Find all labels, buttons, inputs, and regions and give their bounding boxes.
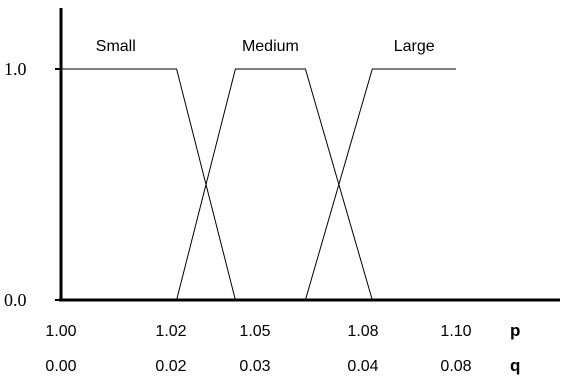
y-tick-label: 0.0: [4, 290, 27, 310]
x-tick-label-q: 0.04: [347, 358, 378, 375]
x-tick-label-p: 1.05: [239, 323, 270, 340]
x-tick-label-q: 0.03: [239, 358, 270, 375]
series-line-medium: [176, 68, 373, 301]
series-line-small: [61, 68, 236, 301]
x-axis-name-q: q: [510, 356, 520, 375]
series-label-medium: Medium: [242, 38, 299, 55]
x-tick-label-q: 0.00: [45, 358, 76, 375]
x-tick-label-q: 0.02: [155, 358, 186, 375]
x-tick-label-p: 1.10: [440, 323, 471, 340]
series-line-large: [304, 68, 456, 301]
x-axis-name-p: p: [510, 321, 520, 340]
x-tick-label-q: 0.08: [440, 358, 471, 375]
x-tick-label-p: 1.08: [347, 323, 378, 340]
series-label-large: Large: [394, 38, 435, 55]
series-label-small: Small: [96, 38, 136, 55]
y-tick-label: 1.0: [4, 59, 27, 79]
x-tick-label-p: 1.02: [155, 323, 186, 340]
x-tick-label-p: 1.00: [45, 323, 76, 340]
